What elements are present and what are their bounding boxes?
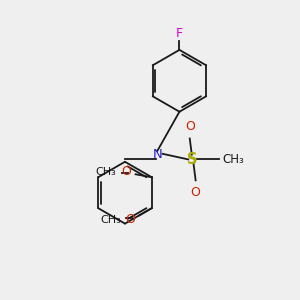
Text: CH₃: CH₃: [222, 153, 244, 166]
Text: N: N: [152, 148, 162, 161]
Text: O: O: [191, 186, 201, 199]
Text: S: S: [188, 152, 198, 167]
Text: O: O: [121, 165, 131, 178]
Text: CH₃: CH₃: [100, 215, 121, 225]
Text: O: O: [126, 213, 136, 226]
Text: F: F: [176, 27, 183, 40]
Text: O: O: [185, 120, 195, 133]
Text: CH₃: CH₃: [96, 167, 116, 177]
